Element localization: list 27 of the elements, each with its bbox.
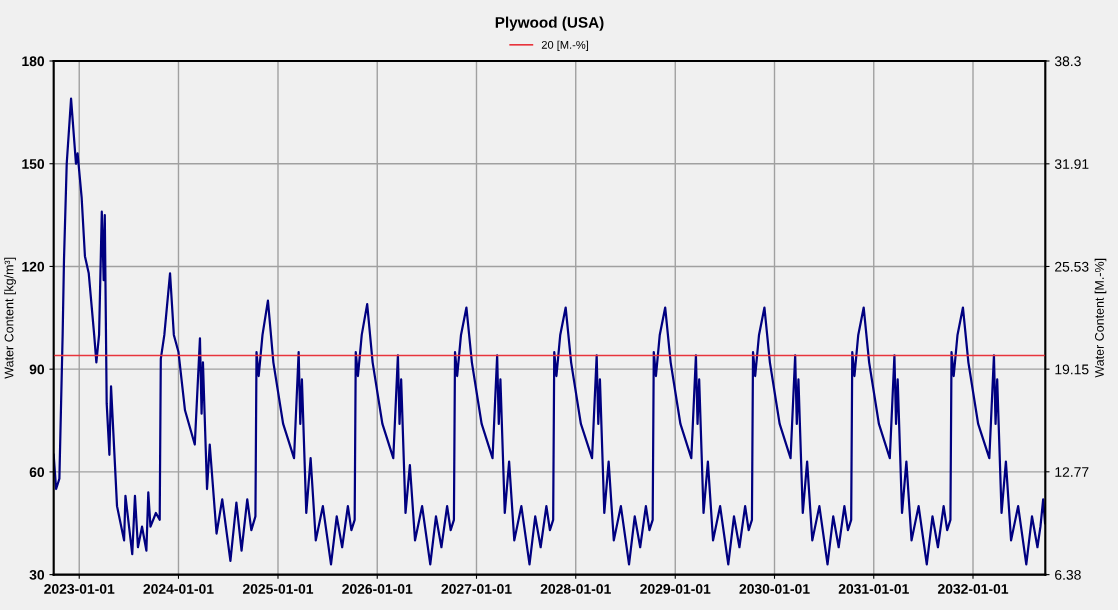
y2-tick-label: 31.91 bbox=[1054, 159, 1089, 169]
y2-tick-label: 38.3 bbox=[1054, 56, 1081, 67]
y2-tick-label: 19.15 bbox=[1055, 364, 1089, 375]
x-tick-label: 2032-01-01 bbox=[937, 584, 1009, 594]
x-tick-label: 2024-01-01 bbox=[143, 584, 214, 594]
x-tick-label: 2026-01-01 bbox=[342, 584, 413, 594]
y-tick-label: 150 bbox=[22, 159, 45, 169]
line-series bbox=[53, 97, 1046, 566]
y2-axis-title: Water Content [M.-%] bbox=[1094, 258, 1107, 378]
chart-title: Plywood (USA) bbox=[495, 16, 604, 31]
x-tick-label: 2027-01-01 bbox=[441, 584, 512, 594]
legend-label: 20 [M.-%] bbox=[541, 40, 589, 51]
x-tick-label: 2023-01-01 bbox=[44, 584, 115, 594]
x-tick-label: 2030-01-01 bbox=[739, 584, 810, 594]
y-tick-label: 30 bbox=[29, 569, 45, 580]
y2-tick-label: 12.77 bbox=[1055, 467, 1089, 477]
x-tick-label: 2028-01-01 bbox=[540, 584, 611, 594]
y-tick-label: 180 bbox=[22, 56, 45, 67]
x-tick-label: 2025-01-01 bbox=[242, 584, 314, 594]
y-axis-title: Water Content [kg/m³] bbox=[4, 257, 16, 379]
y2-tick-label: 25.53 bbox=[1055, 261, 1089, 272]
x-tick-label: 2029-01-01 bbox=[640, 584, 711, 594]
y2-tick-label: 6.38 bbox=[1055, 569, 1081, 580]
y-tick-label: 60 bbox=[29, 467, 45, 478]
y-tick-label: 90 bbox=[29, 364, 45, 375]
y-tick-label: 120 bbox=[22, 261, 45, 272]
x-tick-label: 2031-01-01 bbox=[838, 584, 909, 594]
